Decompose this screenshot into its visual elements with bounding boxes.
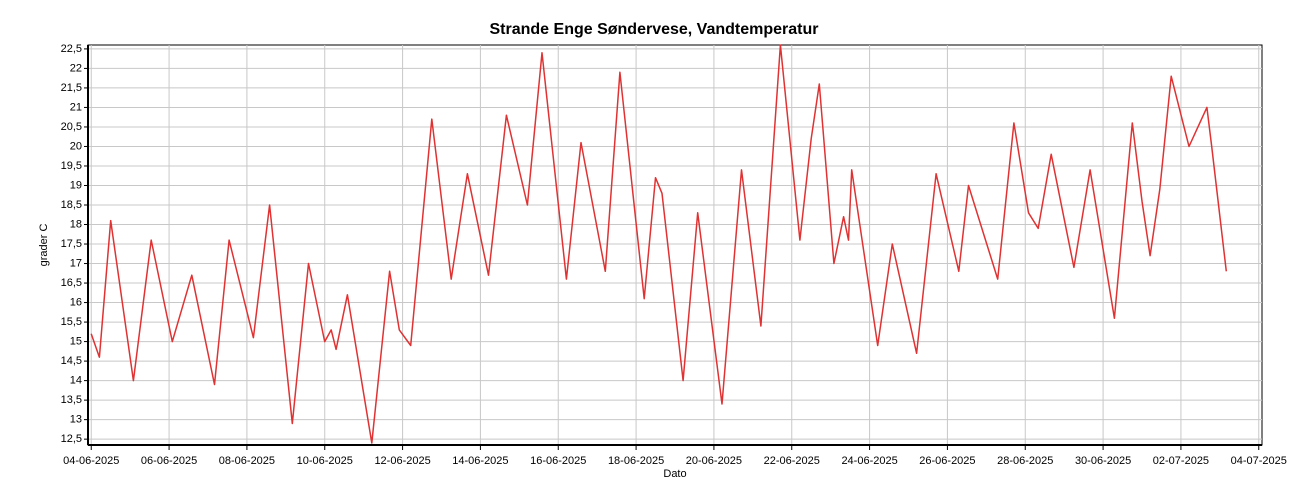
x-tick-label: 04-07-2025 bbox=[1231, 455, 1287, 467]
x-tick-label: 02-07-2025 bbox=[1153, 455, 1209, 467]
x-tick-label: 14-06-2025 bbox=[452, 455, 508, 467]
y-tick-label: 22 bbox=[70, 62, 82, 74]
x-tick-label: 26-06-2025 bbox=[919, 455, 975, 467]
x-tick-label: 08-06-2025 bbox=[219, 455, 275, 467]
data-line bbox=[90, 44, 1228, 444]
y-tick-label: 19,5 bbox=[61, 160, 82, 172]
y-tick-label: 17 bbox=[70, 257, 82, 269]
x-tick-label: 18-06-2025 bbox=[608, 455, 664, 467]
x-axis-label: Dato bbox=[663, 468, 686, 480]
y-tick-label: 14 bbox=[70, 375, 82, 387]
y-tick-label: 20 bbox=[70, 140, 82, 152]
y-tick-label: 22,5 bbox=[61, 43, 82, 55]
x-tick-label: 30-06-2025 bbox=[1075, 455, 1131, 467]
x-tick-label: 16-06-2025 bbox=[530, 455, 586, 467]
x-tick-label: 24-06-2025 bbox=[841, 455, 897, 467]
x-tick-label: 06-06-2025 bbox=[141, 455, 197, 467]
y-tick-label: 13,5 bbox=[61, 394, 82, 406]
x-tick-label: 12-06-2025 bbox=[374, 455, 430, 467]
y-tick-label: 15 bbox=[70, 335, 82, 347]
y-tick-label: 15,5 bbox=[61, 316, 82, 328]
y-tick-label: 16 bbox=[70, 296, 82, 308]
y-axis-label: grader C bbox=[38, 224, 50, 267]
y-tick-label: 18,5 bbox=[61, 199, 82, 211]
y-tick-label: 18 bbox=[70, 218, 82, 230]
x-tick-label: 20-06-2025 bbox=[686, 455, 742, 467]
y-tick-label: 20,5 bbox=[61, 121, 82, 133]
plot-area bbox=[87, 44, 1263, 446]
x-tick-label: 28-06-2025 bbox=[997, 455, 1053, 467]
y-tick-label: 14,5 bbox=[61, 355, 82, 367]
x-tick-label: 04-06-2025 bbox=[63, 455, 119, 467]
y-tick-label: 17,5 bbox=[61, 238, 82, 250]
x-tick-label: 22-06-2025 bbox=[764, 455, 820, 467]
y-tick-label: 21,5 bbox=[61, 82, 82, 94]
y-tick-label: 21 bbox=[70, 101, 82, 113]
y-tick-label: 16,5 bbox=[61, 277, 82, 289]
chart-title: Strande Enge Søndervese, Vandtemperatur bbox=[490, 21, 819, 38]
x-tick-label: 10-06-2025 bbox=[297, 455, 353, 467]
y-tick-label: 12,5 bbox=[61, 433, 82, 445]
y-tick-label: 13 bbox=[70, 414, 82, 426]
y-tick-label: 19 bbox=[70, 179, 82, 191]
